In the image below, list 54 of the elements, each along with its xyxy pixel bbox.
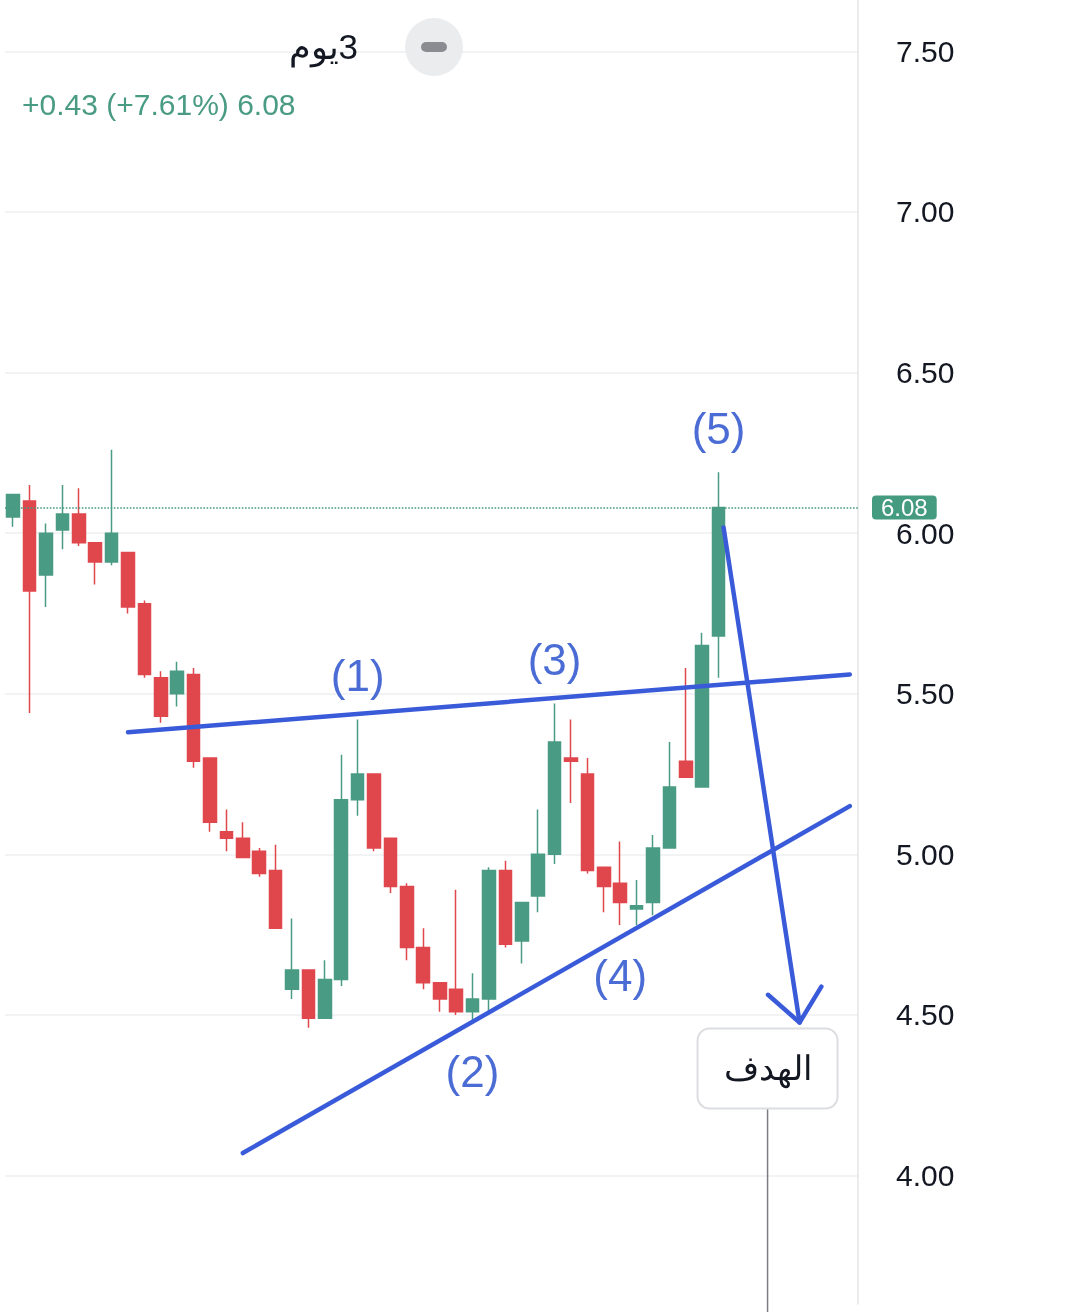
- candlestick: [71, 487, 87, 547]
- y-tick-label: 4.00: [896, 1159, 955, 1193]
- candlestick: [333, 754, 349, 987]
- candlestick: [694, 631, 710, 788]
- candlestick: [120, 551, 136, 615]
- candlestick: [87, 542, 103, 586]
- candlestick: [662, 741, 677, 849]
- candlestick: [317, 959, 333, 1019]
- candlestick: [415, 927, 431, 990]
- candlestick: [530, 808, 546, 913]
- candlestick: [432, 982, 448, 1013]
- candlestick: [563, 718, 579, 804]
- candlestick: [514, 901, 530, 965]
- candlestick: [448, 888, 464, 1016]
- candlestick: [481, 866, 497, 1013]
- candlestick: [38, 522, 54, 608]
- candlestick: [366, 773, 382, 852]
- candlestick: [645, 834, 661, 917]
- candlestick: [22, 484, 37, 714]
- candlestick: [629, 879, 644, 926]
- candlestick: [612, 840, 628, 926]
- candlestick: [235, 821, 251, 859]
- text: (2): [445, 1046, 500, 1096]
- y-tick-label: 5.50: [896, 677, 955, 711]
- candlestick: [301, 969, 316, 1029]
- y-tick-label: 7.50: [896, 34, 955, 68]
- candlestick: [596, 866, 612, 913]
- candlestick: [153, 670, 169, 724]
- candlestick: [251, 847, 267, 878]
- candlestick: [202, 757, 218, 833]
- candlestick: [268, 843, 283, 929]
- y-tick-label: 6.50: [896, 356, 955, 390]
- candlestick: [219, 808, 234, 852]
- candlestick: [547, 702, 562, 865]
- candlestick: [678, 667, 694, 779]
- candlestick: [137, 599, 152, 679]
- y-tick-label: 4.50: [896, 998, 955, 1032]
- annotation: الهدف: [723, 1048, 812, 1089]
- y-tick-label: 5.00: [896, 837, 955, 871]
- text: (5): [691, 403, 746, 453]
- text: +0.43 (+7.61%) 6.08: [22, 88, 296, 123]
- text: 3يوم: [288, 27, 358, 68]
- candlestick: [186, 667, 201, 769]
- candlestick: [399, 882, 415, 962]
- candlestick: [498, 860, 513, 949]
- text: (3): [527, 634, 582, 684]
- candlestick: [350, 718, 365, 817]
- candlestick: [383, 837, 398, 894]
- candlestick: [169, 660, 185, 708]
- y-tick-label: 7.00: [896, 195, 955, 229]
- text: (4): [593, 950, 648, 1000]
- text: (1): [330, 650, 385, 700]
- candlestick: [580, 757, 595, 875]
- candlestick: [284, 917, 300, 1000]
